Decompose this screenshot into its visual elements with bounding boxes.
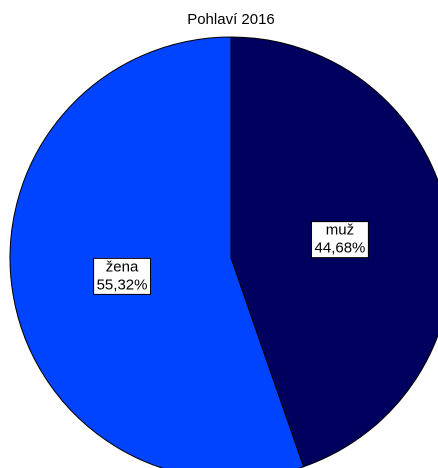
label-box xyxy=(311,221,369,259)
slice-value: 44,68% xyxy=(315,240,366,257)
slice-category: muž xyxy=(326,222,354,239)
slice-category: žena xyxy=(106,258,139,275)
chart-title: Pohlaví 2016 xyxy=(187,11,275,28)
label-box xyxy=(93,257,151,295)
slice-value: 55,32% xyxy=(97,276,148,293)
pie-slice xyxy=(9,36,305,468)
